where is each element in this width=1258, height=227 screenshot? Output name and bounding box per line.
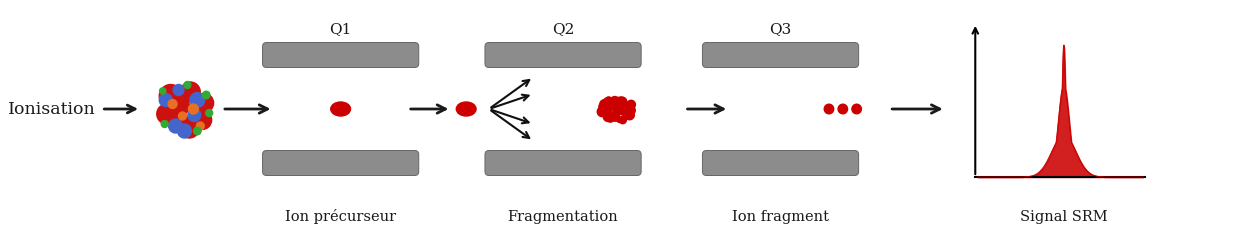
Text: Fragmentation: Fragmentation — [508, 210, 619, 224]
Circle shape — [628, 113, 632, 117]
Circle shape — [614, 100, 619, 105]
Ellipse shape — [457, 102, 476, 116]
Circle shape — [169, 99, 177, 109]
Circle shape — [629, 105, 634, 110]
Circle shape — [610, 102, 616, 109]
Circle shape — [618, 101, 626, 110]
Circle shape — [606, 114, 614, 122]
Circle shape — [603, 102, 608, 106]
Circle shape — [604, 112, 613, 121]
Ellipse shape — [331, 102, 351, 116]
Circle shape — [618, 97, 624, 104]
Text: Q1: Q1 — [330, 22, 352, 36]
Circle shape — [160, 88, 166, 94]
Circle shape — [616, 97, 626, 107]
Circle shape — [614, 97, 623, 107]
Text: Ion fragment: Ion fragment — [732, 210, 829, 224]
Circle shape — [190, 92, 205, 108]
Circle shape — [157, 104, 176, 124]
Circle shape — [605, 101, 613, 109]
Circle shape — [623, 107, 633, 117]
Circle shape — [614, 115, 619, 121]
Circle shape — [626, 100, 635, 109]
Circle shape — [605, 103, 613, 111]
Circle shape — [160, 84, 182, 108]
Circle shape — [187, 109, 201, 121]
Circle shape — [203, 91, 210, 99]
FancyBboxPatch shape — [702, 42, 859, 67]
Circle shape — [615, 114, 620, 119]
Circle shape — [618, 118, 621, 122]
Circle shape — [160, 94, 172, 106]
Circle shape — [196, 122, 204, 130]
FancyBboxPatch shape — [702, 151, 859, 175]
Circle shape — [618, 105, 624, 111]
Circle shape — [625, 110, 634, 120]
Circle shape — [179, 112, 186, 120]
FancyBboxPatch shape — [263, 42, 419, 67]
Circle shape — [626, 106, 635, 115]
Circle shape — [180, 118, 199, 138]
Circle shape — [615, 101, 623, 109]
Circle shape — [172, 114, 189, 131]
Circle shape — [601, 112, 606, 116]
Circle shape — [195, 94, 214, 113]
Circle shape — [600, 105, 605, 110]
Circle shape — [194, 127, 201, 135]
Circle shape — [598, 107, 606, 117]
Circle shape — [600, 100, 609, 109]
Circle shape — [601, 102, 609, 109]
Circle shape — [613, 106, 619, 113]
Text: Ion précurseur: Ion précurseur — [286, 210, 396, 225]
Circle shape — [852, 104, 862, 114]
Circle shape — [623, 116, 628, 120]
Circle shape — [838, 104, 848, 114]
Circle shape — [610, 96, 619, 106]
Text: Signal SRM: Signal SRM — [1020, 210, 1107, 224]
Circle shape — [601, 107, 606, 111]
Circle shape — [611, 114, 619, 121]
Circle shape — [206, 109, 213, 116]
Circle shape — [604, 97, 613, 106]
Circle shape — [616, 110, 620, 115]
Circle shape — [606, 109, 611, 114]
Circle shape — [619, 106, 628, 115]
Circle shape — [621, 109, 628, 116]
Circle shape — [619, 116, 626, 124]
Circle shape — [603, 106, 611, 115]
Circle shape — [613, 104, 619, 110]
Circle shape — [605, 99, 610, 104]
FancyBboxPatch shape — [263, 151, 419, 175]
Circle shape — [174, 84, 184, 96]
Circle shape — [603, 104, 608, 109]
Circle shape — [169, 119, 182, 133]
Circle shape — [606, 113, 614, 121]
Text: Q3: Q3 — [770, 22, 791, 36]
Circle shape — [604, 101, 613, 109]
Text: Ionisation: Ionisation — [8, 101, 96, 118]
Text: Q2: Q2 — [552, 22, 574, 36]
Circle shape — [604, 106, 609, 111]
Circle shape — [824, 104, 834, 114]
Circle shape — [613, 99, 620, 106]
Circle shape — [180, 82, 200, 102]
Circle shape — [605, 97, 613, 104]
Circle shape — [606, 111, 611, 116]
Circle shape — [599, 102, 608, 111]
Circle shape — [161, 121, 169, 128]
Circle shape — [611, 111, 616, 117]
Circle shape — [171, 97, 190, 115]
Circle shape — [177, 124, 191, 138]
Circle shape — [192, 111, 211, 129]
FancyBboxPatch shape — [486, 151, 642, 175]
Circle shape — [184, 81, 191, 89]
Circle shape — [615, 105, 621, 112]
Circle shape — [189, 104, 199, 114]
FancyBboxPatch shape — [486, 42, 642, 67]
Circle shape — [603, 107, 608, 111]
Circle shape — [604, 99, 609, 104]
Circle shape — [605, 105, 609, 109]
Circle shape — [614, 109, 620, 115]
